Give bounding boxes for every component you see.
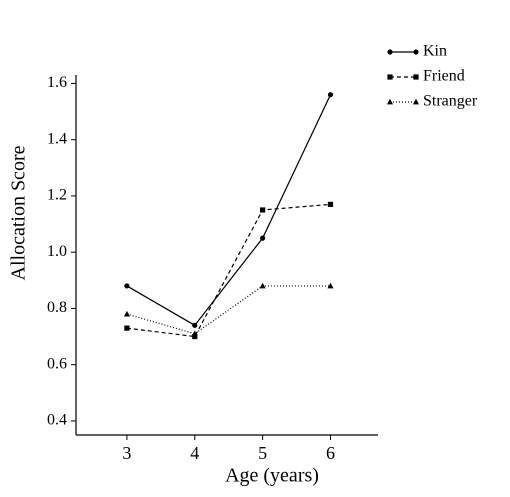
marker [387,74,393,80]
marker [191,330,198,337]
y-tick-label: 0.6 [47,355,67,372]
series-line [126,203,331,338]
marker [123,310,130,317]
x-tick-label: 6 [326,443,335,463]
marker [124,283,130,289]
y-tick-label: 1.4 [47,130,67,147]
marker [327,201,334,207]
legend-label: Friend [423,68,465,85]
y-tick-label: 1.2 [47,187,67,204]
marker [327,282,334,289]
marker [413,49,419,55]
series-line [126,94,332,327]
legend-label: Stranger [423,93,478,110]
marker [387,49,393,55]
y-tick-label: 1.0 [47,243,67,260]
marker [124,325,130,331]
x-axis-title: Age (years) [225,465,319,487]
marker [259,282,266,289]
marker [387,98,393,105]
marker [413,98,419,105]
legend-label: Kin [423,43,447,60]
y-tick-label: 0.4 [47,412,67,429]
marker [260,235,266,241]
series-line [126,285,331,335]
marker [327,92,334,98]
marker [192,333,198,340]
marker [260,207,266,213]
marker [192,322,198,328]
x-tick-label: 5 [258,443,267,463]
marker [413,74,419,80]
y-tick-label: 0.8 [47,299,67,316]
y-axis-title: Allocation Score [8,145,30,280]
y-tick-label: 1.6 [47,74,67,91]
x-tick-label: 4 [190,443,199,463]
x-tick-label: 3 [122,443,131,463]
